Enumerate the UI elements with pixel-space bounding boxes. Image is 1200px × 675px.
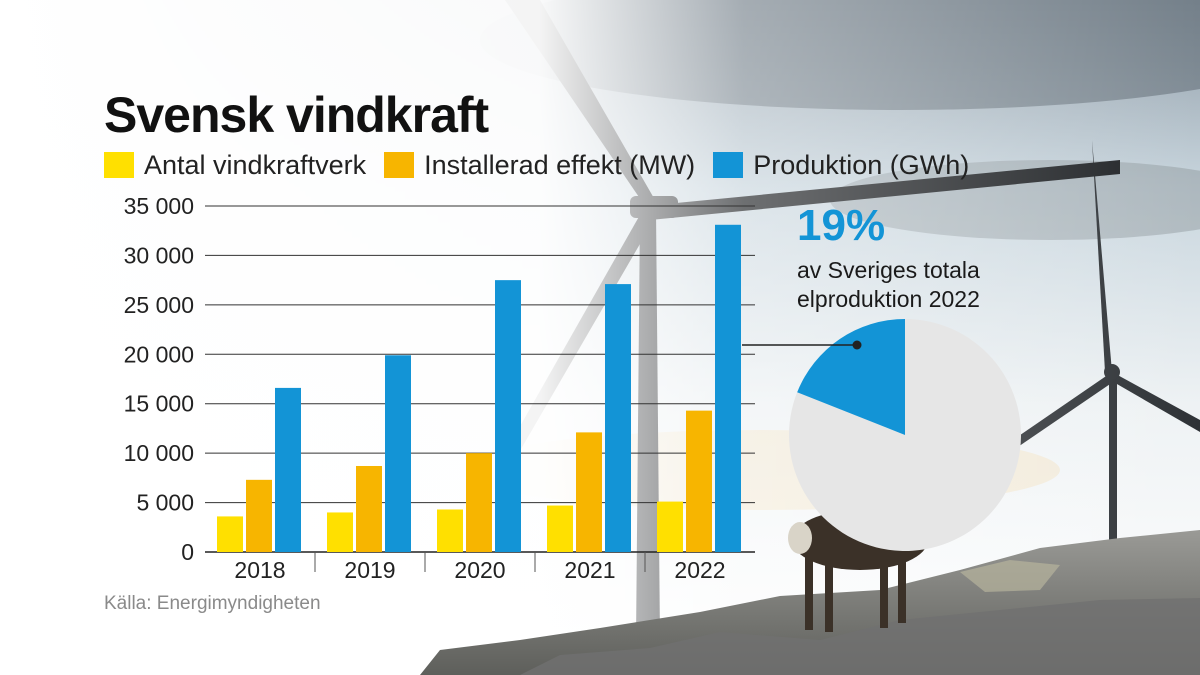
x-tick-label: 2019 [344,557,395,583]
x-tick-label: 2022 [674,557,725,583]
chart-title: Svensk vindkraft [104,87,489,143]
pie-slice-0 [797,319,905,435]
y-tick-label: 30 000 [124,242,194,268]
bar-2018-series-1 [246,479,272,552]
legend-swatch-produktion [713,152,744,178]
bar-2020-series-1 [466,453,492,552]
bar-2021-series-1 [576,432,602,552]
y-tick-label: 20 000 [124,341,194,367]
y-tick-label: 0 [181,539,194,565]
share-label: av Sveriges totala elproduktion 2022 [797,257,980,312]
bar-2020-series-2 [495,280,521,552]
share-callout: 19% av Sveriges totala elproduktion 2022 [797,204,1047,314]
y-tick-label: 35 000 [124,193,194,219]
bar-2018-series-0 [217,516,243,552]
share-value: 19% [797,201,886,250]
legend-label-effekt: Installerad effekt (MW) [424,149,696,180]
y-tick-label: 10 000 [124,440,194,466]
source-note: Källa: Energimyndigheten [104,593,321,614]
pie-leader-dot [852,340,862,350]
legend-item-produktion: Produktion (GWh) [713,150,969,181]
bar-2021-series-0 [547,505,573,552]
y-tick-label: 25 000 [124,292,194,318]
bar-2019-series-2 [385,355,411,552]
y-tick-label: 5 000 [136,490,194,516]
bar-2022-series-0 [657,501,683,552]
legend-swatch-antal [104,152,134,178]
bar-2019-series-0 [327,512,353,552]
bar-2022-series-2 [715,224,741,553]
y-tick-label: 15 000 [124,391,194,417]
chart-legend: Antal vindkraftverk Installerad effekt (… [104,148,987,182]
bar-2020-series-0 [437,509,463,552]
bar-2021-series-2 [605,284,631,552]
legend-label-produktion: Produktion (GWh) [753,149,970,180]
bar-2018-series-2 [275,387,301,552]
legend-item-effekt: Installerad effekt (MW) [384,150,695,181]
legend-item-antal: Antal vindkraftverk [104,150,366,181]
bar-2022-series-1 [686,410,712,552]
pie-slice-1 [789,319,1022,552]
x-tick-label: 2021 [564,557,615,583]
x-tick-label: 2018 [234,557,285,583]
legend-swatch-effekt [384,152,415,178]
legend-label-antal: Antal vindkraftverk [144,149,367,180]
bar-2019-series-1 [356,465,382,552]
x-tick-label: 2020 [454,557,505,583]
